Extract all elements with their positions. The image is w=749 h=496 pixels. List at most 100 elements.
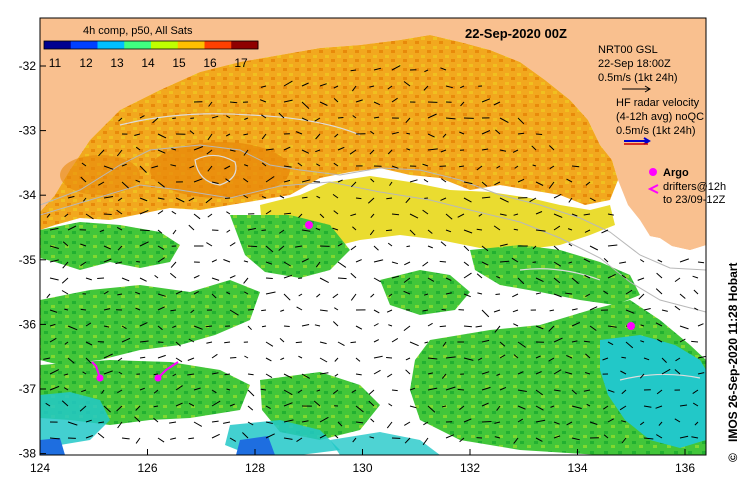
velocity-arrow [188,338,195,343]
velocity-arrow [583,213,591,216]
velocity-arrow [82,371,87,375]
velocity-arrow [116,149,123,157]
velocity-arrow [571,321,581,327]
velocity-arrow [225,133,231,137]
y-tick-label: -38 [19,447,37,461]
velocity-arrow [352,115,357,119]
velocity-arrow [301,324,310,327]
velocity-arrow [211,277,220,281]
velocity-arrow [49,337,57,343]
velocity-arrow [265,421,273,424]
velocity-arrow [279,229,285,234]
colorbar-swatch [204,41,232,49]
velocity-arrow [553,337,563,343]
velocity-arrow [697,323,704,327]
velocity-arrow [157,354,166,359]
velocity-arrow [409,387,416,391]
velocity-arrow [62,261,69,269]
velocity-arrow [157,293,166,297]
velocity-arrow [49,245,59,249]
velocity-arrow [332,193,339,199]
velocity-arrow [45,402,51,407]
velocity-arrow [513,213,519,216]
velocity-arrow [661,309,668,312]
velocity-arrow [571,165,580,168]
velocity-arrow [265,148,274,151]
velocity-arrow [193,178,203,183]
velocity-arrow [103,370,113,375]
velocity-arrow [157,306,165,311]
colorbar-tick-label: 12 [79,56,93,70]
velocity-arrow [207,213,213,218]
velocity-arrow [445,292,452,295]
velocity-arrow [603,290,609,295]
velocity-arrow [283,165,292,168]
velocity-arrow [157,210,164,215]
velocity-arrow [64,308,69,311]
velocity-arrow [493,309,501,313]
velocity-arrow [61,277,69,284]
velocity-arrow [153,389,159,394]
velocity-arrow [517,178,525,183]
velocity-arrow [121,337,131,343]
velocity-arrow [535,181,544,186]
x-tick-label: 124 [30,461,50,475]
velocity-arrow [370,293,375,298]
velocity-arrow [283,373,293,379]
velocity-arrow [494,181,501,186]
argo-marker-icon [649,168,657,176]
velocity-arrow [301,373,310,379]
velocity-arrow [499,197,509,203]
velocity-arrow [296,306,303,311]
velocity-arrow [387,149,393,155]
velocity-arrow [337,179,343,183]
velocity-arrow [243,277,249,284]
velocity-arrow [85,341,93,346]
velocity-arrow [229,437,237,442]
velocity-arrow [674,277,681,283]
velocity-arrow [244,164,249,167]
velocity-arrow [224,341,231,344]
velocity-arrow [211,420,219,423]
velocity-arrow [535,437,543,442]
velocity-arrow [549,165,555,170]
velocity-arrow [64,341,69,345]
velocity-arrow [481,402,489,407]
velocity-arrow [603,434,609,439]
velocity-arrow [370,130,375,135]
velocity-arrow [350,341,357,344]
velocity-arrow [370,418,375,423]
velocity-arrow [81,162,87,167]
argo-float-2 [627,322,635,330]
velocity-arrow [477,357,483,361]
velocity-arrow [337,277,347,280]
velocity-arrow [373,67,382,71]
velocity-arrow [422,163,429,167]
velocity-arrow [602,357,609,361]
velocity-arrow [207,133,213,141]
velocity-arrow [441,373,447,379]
velocity-arrow [135,291,141,295]
velocity-arrow [301,229,311,232]
velocity-arrow [319,372,329,375]
colorbar-swatch [231,41,259,49]
velocity-arrow [391,261,399,265]
velocity-arrow [121,163,127,167]
velocity-arrow [283,419,294,423]
velocity-arrow [301,179,311,183]
velocity-arrow [350,293,357,301]
velocity-arrow [189,130,195,135]
velocity-arrow [101,389,105,394]
velocity-arrow [244,117,249,120]
velocity-arrow [405,369,411,375]
velocity-arrow [260,85,267,88]
velocity-arrow [445,229,452,233]
velocity-arrow [585,181,591,186]
velocity-arrow [333,85,339,89]
velocity-arrow [121,277,130,282]
velocity-arrow [279,338,285,343]
velocity-arrow [211,433,220,439]
velocity-arrow [139,197,148,202]
velocity-arrow [459,437,465,443]
